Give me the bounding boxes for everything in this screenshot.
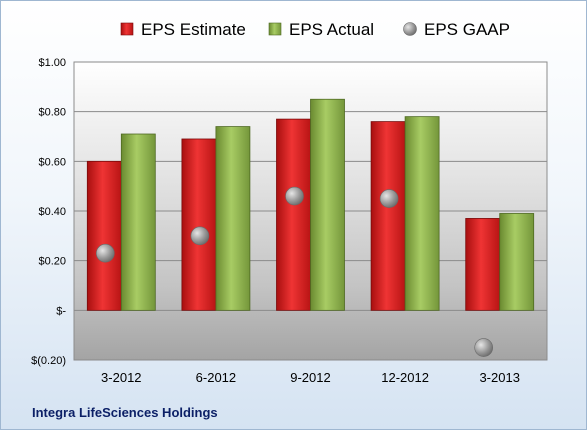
y-tick-label: $- xyxy=(56,305,66,317)
actual-bar-3-2012 xyxy=(120,133,156,311)
estimate-bar-3-2013 xyxy=(465,218,501,311)
x-tick-label: 9-2012 xyxy=(290,370,330,385)
estimate-bar-12-2012 xyxy=(370,121,406,311)
gaap-marker-6-2012 xyxy=(190,226,210,246)
y-tick-label: $0.20 xyxy=(38,256,66,268)
x-axis: 3-2012 6-2012 9-2012 12-2012 3-2013 xyxy=(101,370,520,385)
x-tick-label: 12-2012 xyxy=(381,370,429,385)
x-tick-label: 6-2012 xyxy=(196,370,236,385)
legend-label: EPS GAAP xyxy=(424,20,510,39)
legend-label: EPS Estimate xyxy=(141,20,246,39)
actual-bar-3-2013 xyxy=(499,213,535,311)
gaap-markers xyxy=(96,186,494,357)
x-tick-label: 3-2013 xyxy=(479,370,519,385)
legend-swatch xyxy=(268,22,282,36)
gaap-marker-3-2013 xyxy=(474,338,494,357)
y-tick-label: $(0.20) xyxy=(31,355,66,367)
legend-swatch xyxy=(403,22,417,36)
y-tick-label: $0.60 xyxy=(38,156,66,168)
y-tick-label: $0.80 xyxy=(38,107,66,119)
x-tick-label: 3-2012 xyxy=(101,370,141,385)
estimate-bar-6-2012 xyxy=(181,138,217,311)
actual-bar-12-2012 xyxy=(404,116,440,311)
y-tick-label: $0.40 xyxy=(38,206,66,218)
gaap-marker-12-2012 xyxy=(379,189,399,208)
legend-label: EPS Actual xyxy=(289,20,374,39)
estimate-bar-3-2012 xyxy=(86,160,122,311)
company-name: Integra LifeSciences Holdings xyxy=(32,405,218,420)
gaap-marker-9-2012 xyxy=(285,186,304,206)
gaap-marker-3-2012 xyxy=(96,243,115,263)
legend: EPS Estimate EPS Actual EPS GAAP xyxy=(120,20,510,39)
actual-bar-9-2012 xyxy=(310,98,345,311)
legend-swatch xyxy=(120,22,134,36)
estimate-bar-9-2012 xyxy=(276,118,311,311)
y-axis: $1.00 $0.80 $0.60 $0.40 $0.20 $- $(0.20) xyxy=(31,57,66,367)
bars xyxy=(86,98,535,311)
y-tick-label: $1.00 xyxy=(38,57,66,69)
actual-bar-6-2012 xyxy=(215,126,251,311)
